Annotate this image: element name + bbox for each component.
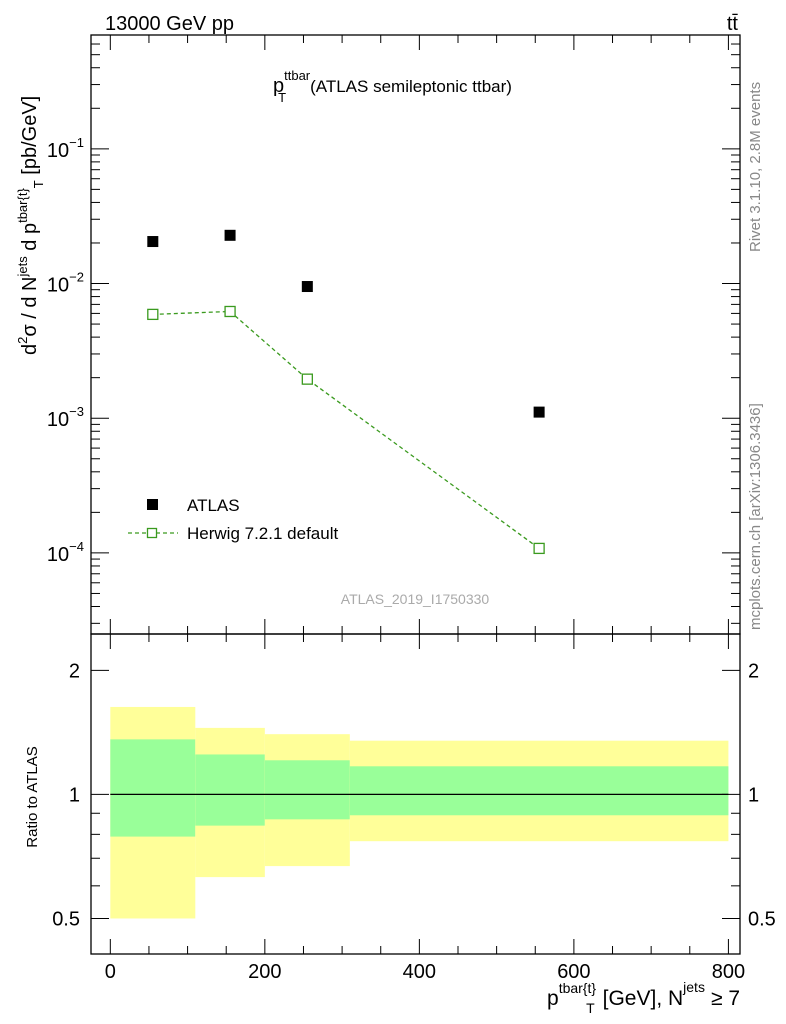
legend-marker-atlas <box>147 499 158 510</box>
main-y-tick-label: 10−3 <box>47 404 84 431</box>
main-data-layer <box>147 229 545 555</box>
atlas-point <box>147 236 159 248</box>
ratio-y-tick-label-left: 0.5 <box>52 908 80 930</box>
main-y-tick-labels: 10−1 10−2 10−3 10−4 <box>47 135 84 566</box>
legend-label-herwig: Herwig 7.2.1 default <box>187 524 338 543</box>
ratio-stat-band <box>349 766 729 816</box>
ratio-axis-ticks <box>91 634 740 954</box>
main-y-tick-label: 10−4 <box>47 539 84 566</box>
main-panel: pttbar T(ATLAS semileptonic ttbar) ATLAS_… <box>15 34 741 635</box>
herwig-point <box>147 308 159 321</box>
ratio-x-tick-label: 600 <box>557 961 590 983</box>
ratio-stat-band <box>110 739 196 837</box>
ratio-x-tick-label: 400 <box>403 961 436 983</box>
atlas-point <box>224 229 236 241</box>
atlas-point <box>301 281 313 293</box>
y-axis-label-main: d2σ / d Njets d ptbar{t}T [pb/GeV] <box>15 96 46 355</box>
ratio-x-tick-label: 800 <box>712 961 745 983</box>
ratio-y-tick-label-right: 1 <box>748 784 759 806</box>
legend-marker-herwig <box>146 527 158 539</box>
process-label: tt̄ <box>727 13 739 35</box>
ratio-panel: 0.5 0.51 12 2 0 200 400 600 800 Ratio to ATLAS … <box>24 633 776 1016</box>
herwig-point <box>533 542 545 555</box>
ratio-x-tick-label: 0 <box>105 961 116 983</box>
y-axis-label-ratio: Ratio to ATLAS <box>24 746 41 847</box>
ratio-frame <box>90 633 741 955</box>
main-y-tick-label: 10−2 <box>47 270 84 297</box>
x-axis-label: ptbar{t} T [GeV], Njets ≥ 7 <box>547 979 740 1016</box>
ratio-x-tick-label: 200 <box>248 961 281 983</box>
ratio-y-tick-label-left: 2 <box>69 660 80 682</box>
ratio-y-tick-label-right: 0.5 <box>748 908 776 930</box>
ratio-y-tick-labels: 0.5 0.5 1 1 2 2 <box>52 660 776 930</box>
main-frame <box>90 34 741 635</box>
legend: ATLAS Herwig 7.2.1 default <box>128 496 338 543</box>
ratio-stat-band <box>195 754 265 826</box>
ratio-stat-band <box>264 760 350 820</box>
mcplots-label: mcplots.cern.ch [arXiv:1306.3436] <box>747 403 764 630</box>
rivet-version-label: Rivet 3.1.10, 2.8M events <box>747 82 764 252</box>
herwig-point <box>301 373 313 385</box>
analysis-watermark: ATLAS_2019_I1750330 <box>341 591 490 607</box>
ratio-bands <box>110 706 729 919</box>
ratio-y-tick-label-right: 2 <box>748 660 759 682</box>
atlas-point <box>533 406 545 418</box>
plot-title: pttbar T(ATLAS semileptonic ttbar) <box>273 68 512 105</box>
ratio-x-tick-labels: 0 200 400 600 800 <box>105 961 745 983</box>
energy-label: 13000 GeV pp <box>105 13 234 35</box>
main-y-tick-label: 10−1 <box>47 135 84 162</box>
herwig-line <box>152 310 540 549</box>
ratio-y-tick-label-left: 1 <box>69 784 80 806</box>
legend-label-atlas: ATLAS <box>187 496 240 515</box>
herwig-point <box>224 305 236 318</box>
main-axis-ticks <box>91 35 740 634</box>
